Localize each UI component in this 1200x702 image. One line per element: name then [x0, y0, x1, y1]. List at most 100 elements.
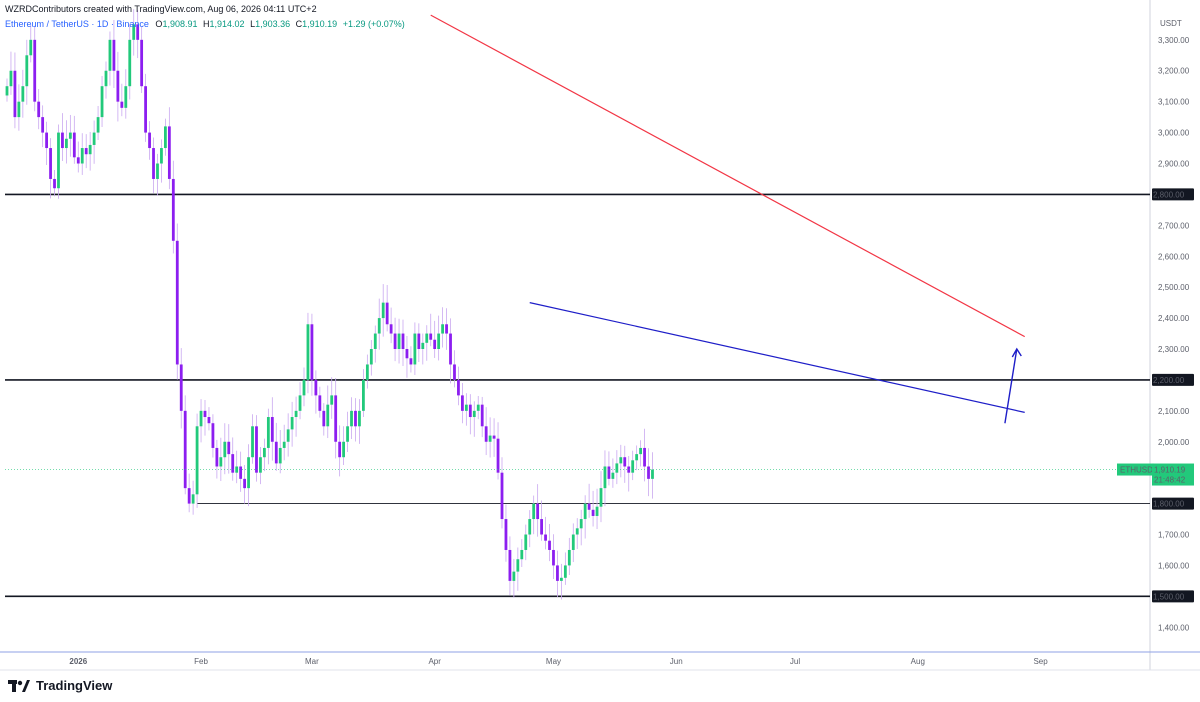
candle-body[interactable] [41, 117, 45, 133]
candle-body[interactable] [100, 86, 104, 118]
candle-body[interactable] [179, 364, 183, 411]
candle-body[interactable] [583, 503, 587, 520]
candle-body[interactable] [472, 410, 476, 418]
candle-body[interactable] [468, 404, 472, 418]
candle-body[interactable] [175, 240, 179, 365]
candle-body[interactable] [567, 549, 571, 566]
candle-body[interactable] [120, 101, 124, 108]
candle-body[interactable] [53, 178, 56, 189]
candle-body[interactable] [17, 101, 21, 118]
candle-body[interactable] [294, 410, 298, 418]
candle-body[interactable] [488, 435, 492, 442]
candle-body[interactable] [500, 472, 504, 520]
candle-body[interactable] [354, 410, 357, 427]
candle-body[interactable] [68, 132, 72, 139]
candle-body[interactable] [306, 324, 310, 380]
candle-body[interactable] [195, 426, 199, 495]
candle-body[interactable] [397, 333, 401, 350]
candle-body[interactable] [326, 404, 330, 427]
candle-body[interactable] [346, 426, 349, 442]
candle-body[interactable] [231, 454, 235, 473]
candle-body[interactable] [215, 447, 219, 467]
candle-body[interactable] [13, 70, 17, 118]
candle-body[interactable] [25, 55, 29, 87]
trendline[interactable] [430, 14, 1026, 338]
candle-body[interactable] [619, 457, 623, 464]
candle-body[interactable] [183, 410, 187, 489]
candle-body[interactable] [389, 324, 393, 334]
candle-body[interactable] [599, 488, 603, 507]
candle-body[interactable] [421, 342, 425, 350]
candle-body[interactable] [104, 70, 108, 87]
candle-body[interactable] [536, 503, 540, 520]
candle-body[interactable] [330, 395, 334, 405]
candle-body[interactable] [445, 324, 448, 334]
candle-body[interactable] [393, 333, 397, 350]
candle-body[interactable] [373, 333, 377, 350]
candle-body[interactable] [227, 441, 231, 455]
candle-body[interactable] [516, 559, 520, 572]
candle-body[interactable] [124, 86, 128, 108]
candle-body[interactable] [274, 441, 278, 464]
candle-body[interactable] [314, 379, 318, 396]
candle-body[interactable] [156, 163, 159, 179]
candle-body[interactable] [298, 395, 302, 411]
candle-body[interactable] [290, 417, 294, 430]
candle-body[interactable] [128, 39, 132, 87]
candle-body[interactable] [556, 565, 559, 581]
candle-body[interactable] [160, 148, 163, 164]
candle-body[interactable] [72, 132, 76, 158]
candle-body[interactable] [148, 132, 151, 149]
candle-body[interactable] [167, 126, 171, 179]
candle-body[interactable] [112, 39, 116, 71]
candle-body[interactable] [365, 364, 369, 380]
candle-body[interactable] [243, 478, 246, 489]
candle-body[interactable] [627, 466, 631, 473]
candle-body[interactable] [187, 488, 191, 504]
candle-body[interactable] [579, 519, 583, 529]
candle-body[interactable] [484, 426, 488, 442]
candle-body[interactable] [144, 86, 147, 133]
candle-body[interactable] [520, 549, 524, 560]
candle-body[interactable] [595, 506, 599, 516]
candle-body[interactable] [607, 466, 611, 479]
candle-body[interactable] [108, 39, 112, 71]
candle-body[interactable] [164, 126, 167, 149]
arrow-shaft[interactable] [1004, 348, 1018, 424]
candle-body[interactable] [437, 333, 441, 350]
candle-body[interactable] [615, 463, 619, 473]
candle-body[interactable] [302, 379, 306, 396]
tradingview-logo[interactable]: TradingView [8, 678, 112, 693]
candle-body[interactable] [377, 318, 381, 334]
candle-body[interactable] [21, 86, 25, 102]
candle-body[interactable] [255, 426, 258, 473]
candle-body[interactable] [381, 302, 385, 319]
candle-body[interactable] [9, 70, 13, 87]
candle-body[interactable] [132, 24, 136, 40]
candle-body[interactable] [92, 132, 96, 145]
candle-body[interactable] [350, 410, 353, 427]
candle-body[interactable] [5, 86, 9, 96]
candle-body[interactable] [405, 349, 409, 359]
candle-body[interactable] [563, 565, 567, 578]
candle-body[interactable] [457, 379, 460, 396]
candle-body[interactable] [532, 503, 536, 520]
candle-body[interactable] [651, 469, 654, 479]
candle-body[interactable] [286, 429, 290, 442]
candle-body[interactable] [136, 24, 140, 40]
candle-body[interactable] [270, 417, 274, 442]
candle-body[interactable] [171, 178, 175, 241]
candle-body[interactable] [247, 457, 250, 489]
candle-body[interactable] [266, 417, 270, 448]
candle-body[interactable] [643, 447, 646, 467]
candle-body[interactable] [571, 534, 575, 550]
candle-body[interactable] [631, 460, 635, 473]
candle-body[interactable] [635, 454, 639, 461]
candle-body[interactable] [441, 324, 444, 334]
candle-body[interactable] [322, 410, 326, 427]
candle-body[interactable] [591, 509, 595, 516]
candle-body[interactable] [203, 410, 207, 418]
candle-body[interactable] [548, 540, 551, 550]
candle-body[interactable] [310, 324, 314, 380]
candle-body[interactable] [282, 441, 286, 448]
